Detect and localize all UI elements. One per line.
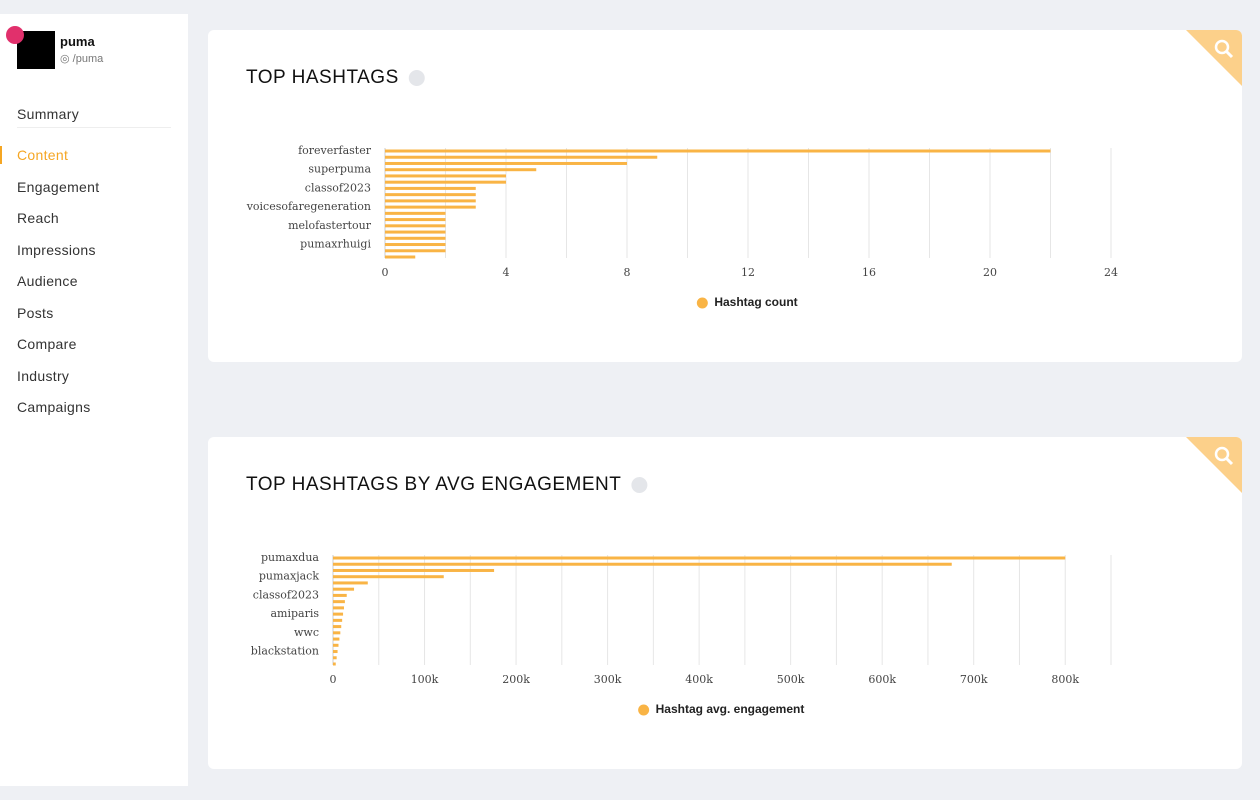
y-tick-label: amiparis [270, 607, 319, 620]
bar [333, 662, 336, 666]
bar [385, 186, 476, 190]
bar [333, 575, 444, 579]
bar [385, 255, 416, 259]
y-tick-label: pumaxrhuigi [300, 238, 371, 251]
bar [385, 230, 446, 234]
x-tick-label: 600k [868, 673, 896, 686]
y-tick-label: voicesofaregeneration [246, 200, 371, 213]
bar [385, 155, 658, 159]
x-tick-label: 400k [685, 673, 713, 686]
nav-item[interactable]: Reach [17, 210, 59, 226]
y-tick-label: wwc [294, 626, 319, 639]
bar [333, 568, 495, 572]
bar [385, 168, 537, 172]
y-tick-label: pumaxdua [261, 551, 319, 564]
y-tick-label: melofastertour [288, 219, 372, 232]
bar [333, 606, 344, 610]
bar [385, 193, 476, 197]
bar [385, 211, 446, 215]
bar [333, 562, 952, 566]
x-tick-label: 24 [1104, 266, 1118, 279]
x-tick-label: 20 [983, 266, 997, 279]
search-corner[interactable] [1186, 30, 1242, 86]
info-icon [408, 70, 425, 86]
x-tick-label: 100k [411, 673, 439, 686]
x-tick-label: 500k [777, 673, 805, 686]
bar [385, 243, 446, 247]
x-tick-label: 300k [594, 673, 622, 686]
info-icon [631, 477, 648, 493]
y-tick-label: pumaxjack [259, 570, 319, 583]
bar [333, 643, 339, 647]
profile-handle: ◎ /puma [60, 53, 104, 65]
x-tick-label: 4 [503, 266, 510, 279]
separator [17, 127, 171, 128]
nav-item[interactable]: Posts [17, 305, 54, 321]
bar [385, 205, 476, 209]
y-tick-label: foreverfaster [298, 144, 372, 157]
bar [333, 637, 340, 641]
bar [385, 236, 446, 240]
legend-label: Hashtag count [714, 295, 797, 309]
bar [333, 625, 342, 629]
bar [385, 199, 476, 203]
legend-swatch [638, 704, 650, 716]
nav-item[interactable]: Campaigns [17, 399, 91, 415]
bar [333, 650, 338, 654]
nav-item[interactable]: Audience [17, 273, 78, 289]
nav-item[interactable]: Content [17, 147, 69, 163]
bar [385, 224, 446, 228]
y-tick-label: superpuma [308, 163, 371, 176]
nav-item[interactable]: Summary [17, 106, 79, 122]
search-icon [1214, 39, 1230, 55]
legend-swatch [696, 297, 708, 309]
nav-item[interactable]: Compare [17, 336, 77, 352]
bar [333, 587, 355, 591]
bar [385, 149, 1051, 153]
active-indicator [0, 146, 2, 164]
bar [385, 180, 506, 184]
card [208, 437, 1242, 769]
x-tick-label: 12 [741, 266, 755, 279]
chart-title: TOP HASHTAGS [246, 67, 399, 88]
bar [333, 631, 341, 635]
x-tick-label: 0 [330, 673, 337, 686]
bar [333, 656, 337, 660]
x-tick-label: 16 [862, 266, 876, 279]
x-tick-label: 0 [382, 266, 389, 279]
y-tick-label: classof2023 [253, 588, 319, 601]
bar [333, 618, 343, 622]
search-icon [1214, 446, 1230, 462]
y-tick-label: blackstation [251, 645, 319, 658]
bar [333, 612, 344, 616]
search-icon-handle [1224, 456, 1234, 466]
bar [385, 249, 446, 253]
x-tick-label: 8 [624, 266, 631, 279]
sidebar: puma ◎ /puma Summary Content Engagement Rea… [0, 14, 188, 786]
bar [333, 556, 1066, 560]
bar [333, 581, 368, 585]
profile-name: puma [60, 34, 95, 49]
y-tick-label: classof2023 [305, 181, 371, 194]
search-corner[interactable] [1186, 437, 1242, 493]
bar [385, 218, 446, 222]
x-tick-label: 800k [1051, 673, 1079, 686]
handle: /puma [72, 53, 104, 65]
bar [333, 600, 345, 604]
x-tick-label: 700k [960, 673, 988, 686]
x-tick-label: 200k [502, 673, 530, 686]
bar [385, 161, 627, 165]
nav-item[interactable]: Industry [17, 368, 70, 384]
bar [333, 593, 347, 597]
nav-item[interactable]: Engagement [17, 179, 100, 195]
legend-label: Hashtag avg. engagement [656, 702, 805, 716]
bar [385, 174, 506, 178]
search-icon-handle [1224, 49, 1234, 59]
card [208, 30, 1242, 362]
nav-item[interactable]: Impressions [17, 242, 96, 258]
instagram-badge [6, 26, 24, 44]
chart-title: TOP HASHTAGS BY AVG ENGAGEMENT [246, 474, 621, 495]
